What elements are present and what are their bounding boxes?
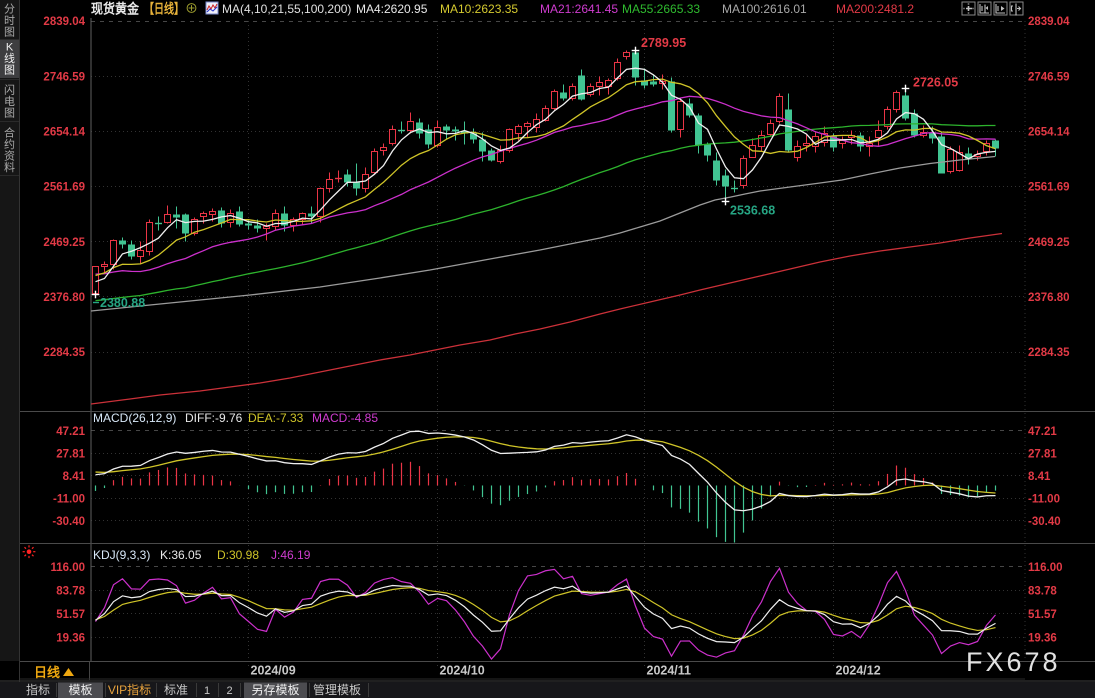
svg-text:2469.25: 2469.25 bbox=[1028, 237, 1070, 249]
svg-text:图: 图 bbox=[4, 107, 15, 120]
svg-text:2024/09: 2024/09 bbox=[251, 664, 296, 678]
svg-text:【日线】: 【日线】 bbox=[144, 1, 184, 17]
svg-text:时: 时 bbox=[4, 14, 15, 27]
svg-text:8.41: 8.41 bbox=[1028, 471, 1051, 483]
svg-text:2561.69: 2561.69 bbox=[43, 182, 85, 194]
svg-text:-11.00: -11.00 bbox=[1028, 493, 1060, 505]
svg-text:MA10:2623.35: MA10:2623.35 bbox=[440, 2, 518, 16]
svg-text:MACD(26,12,9): MACD(26,12,9) bbox=[93, 411, 176, 425]
svg-text:模板: 模板 bbox=[68, 683, 92, 697]
svg-text:另存模板: 另存模板 bbox=[251, 683, 299, 697]
svg-text:47.21: 47.21 bbox=[56, 426, 85, 438]
svg-text:电: 电 bbox=[4, 95, 15, 108]
svg-text:MA4:2620.95: MA4:2620.95 bbox=[356, 2, 428, 16]
svg-text:日线: 日线 bbox=[34, 665, 60, 680]
svg-text:MA100:2616.01: MA100:2616.01 bbox=[722, 2, 807, 16]
svg-text:-11.00: -11.00 bbox=[53, 493, 85, 505]
svg-text:2654.14: 2654.14 bbox=[43, 127, 85, 139]
svg-text:DEA:-7.33: DEA:-7.33 bbox=[248, 411, 304, 425]
svg-text:2839.04: 2839.04 bbox=[1028, 16, 1070, 28]
svg-text:合: 合 bbox=[4, 126, 15, 140]
svg-text:料: 料 bbox=[4, 160, 15, 174]
svg-text:2746.59: 2746.59 bbox=[1028, 71, 1070, 83]
svg-text:DIFF:-9.76: DIFF:-9.76 bbox=[185, 411, 243, 425]
svg-text:116.00: 116.00 bbox=[50, 562, 85, 574]
svg-text:2746.59: 2746.59 bbox=[43, 71, 85, 83]
svg-text:资: 资 bbox=[4, 150, 15, 163]
svg-text:MA21:2641.45: MA21:2641.45 bbox=[540, 2, 618, 16]
svg-text:KDJ(9,3,3): KDJ(9,3,3) bbox=[93, 548, 150, 562]
svg-text:VIP指标: VIP指标 bbox=[108, 682, 151, 697]
svg-text:47.21: 47.21 bbox=[1028, 426, 1057, 438]
svg-text:分: 分 bbox=[4, 3, 15, 16]
svg-text:2469.25: 2469.25 bbox=[43, 237, 85, 249]
svg-text:2024/10: 2024/10 bbox=[440, 664, 485, 678]
svg-text:2376.80: 2376.80 bbox=[1028, 292, 1070, 304]
svg-text:管理模板: 管理模板 bbox=[313, 682, 361, 697]
svg-text:约: 约 bbox=[4, 138, 15, 151]
svg-text:2654.14: 2654.14 bbox=[1028, 127, 1070, 139]
svg-text:FX678: FX678 bbox=[966, 647, 1061, 677]
svg-text:2024/11: 2024/11 bbox=[647, 664, 692, 678]
svg-text:-30.40: -30.40 bbox=[1028, 516, 1061, 528]
svg-text:MA200:2481.2: MA200:2481.2 bbox=[836, 2, 914, 16]
svg-text:图: 图 bbox=[4, 64, 15, 77]
svg-text:2284.35: 2284.35 bbox=[1028, 347, 1070, 359]
svg-text:现货黄金: 现货黄金 bbox=[91, 1, 139, 17]
svg-text:19.36: 19.36 bbox=[56, 632, 85, 644]
svg-text:51.57: 51.57 bbox=[1028, 609, 1057, 621]
svg-text:指标: 指标 bbox=[26, 682, 50, 697]
svg-text:线: 线 bbox=[4, 51, 15, 65]
svg-text:MACD:-4.85: MACD:-4.85 bbox=[312, 411, 378, 425]
svg-text:19.36: 19.36 bbox=[1028, 632, 1057, 644]
svg-text:2376.80: 2376.80 bbox=[43, 292, 85, 304]
svg-text:2726.05: 2726.05 bbox=[913, 76, 958, 90]
svg-text:K: K bbox=[6, 42, 14, 54]
svg-text:2561.69: 2561.69 bbox=[1028, 182, 1070, 194]
svg-text:图: 图 bbox=[4, 26, 15, 39]
svg-text:2536.68: 2536.68 bbox=[730, 204, 775, 218]
svg-text:2284.35: 2284.35 bbox=[43, 347, 85, 359]
svg-text:83.78: 83.78 bbox=[56, 586, 85, 598]
svg-text:1: 1 bbox=[204, 685, 210, 697]
svg-text:D:30.98: D:30.98 bbox=[217, 548, 259, 562]
svg-text:51.57: 51.57 bbox=[56, 609, 85, 621]
svg-text:2: 2 bbox=[226, 685, 232, 697]
svg-text:83.78: 83.78 bbox=[1028, 586, 1057, 598]
svg-text:2380.88: 2380.88 bbox=[100, 296, 145, 310]
svg-text:2789.95: 2789.95 bbox=[641, 36, 686, 50]
svg-text:标准: 标准 bbox=[164, 683, 188, 697]
svg-text:116.00: 116.00 bbox=[1028, 562, 1063, 574]
svg-text:MA(4,10,21,55,100,200): MA(4,10,21,55,100,200) bbox=[222, 2, 351, 16]
svg-text:J:46.19: J:46.19 bbox=[271, 548, 311, 562]
svg-text:K:36.05: K:36.05 bbox=[160, 548, 202, 562]
svg-text:2839.04: 2839.04 bbox=[43, 16, 85, 28]
svg-text:8.41: 8.41 bbox=[63, 471, 86, 483]
svg-text:27.81: 27.81 bbox=[1028, 448, 1057, 460]
svg-text:27.81: 27.81 bbox=[56, 448, 85, 460]
svg-text:-30.40: -30.40 bbox=[52, 516, 85, 528]
svg-text:闪: 闪 bbox=[4, 83, 15, 97]
svg-text:2024/12: 2024/12 bbox=[836, 664, 881, 678]
svg-text:MA55:2665.33: MA55:2665.33 bbox=[622, 2, 700, 16]
